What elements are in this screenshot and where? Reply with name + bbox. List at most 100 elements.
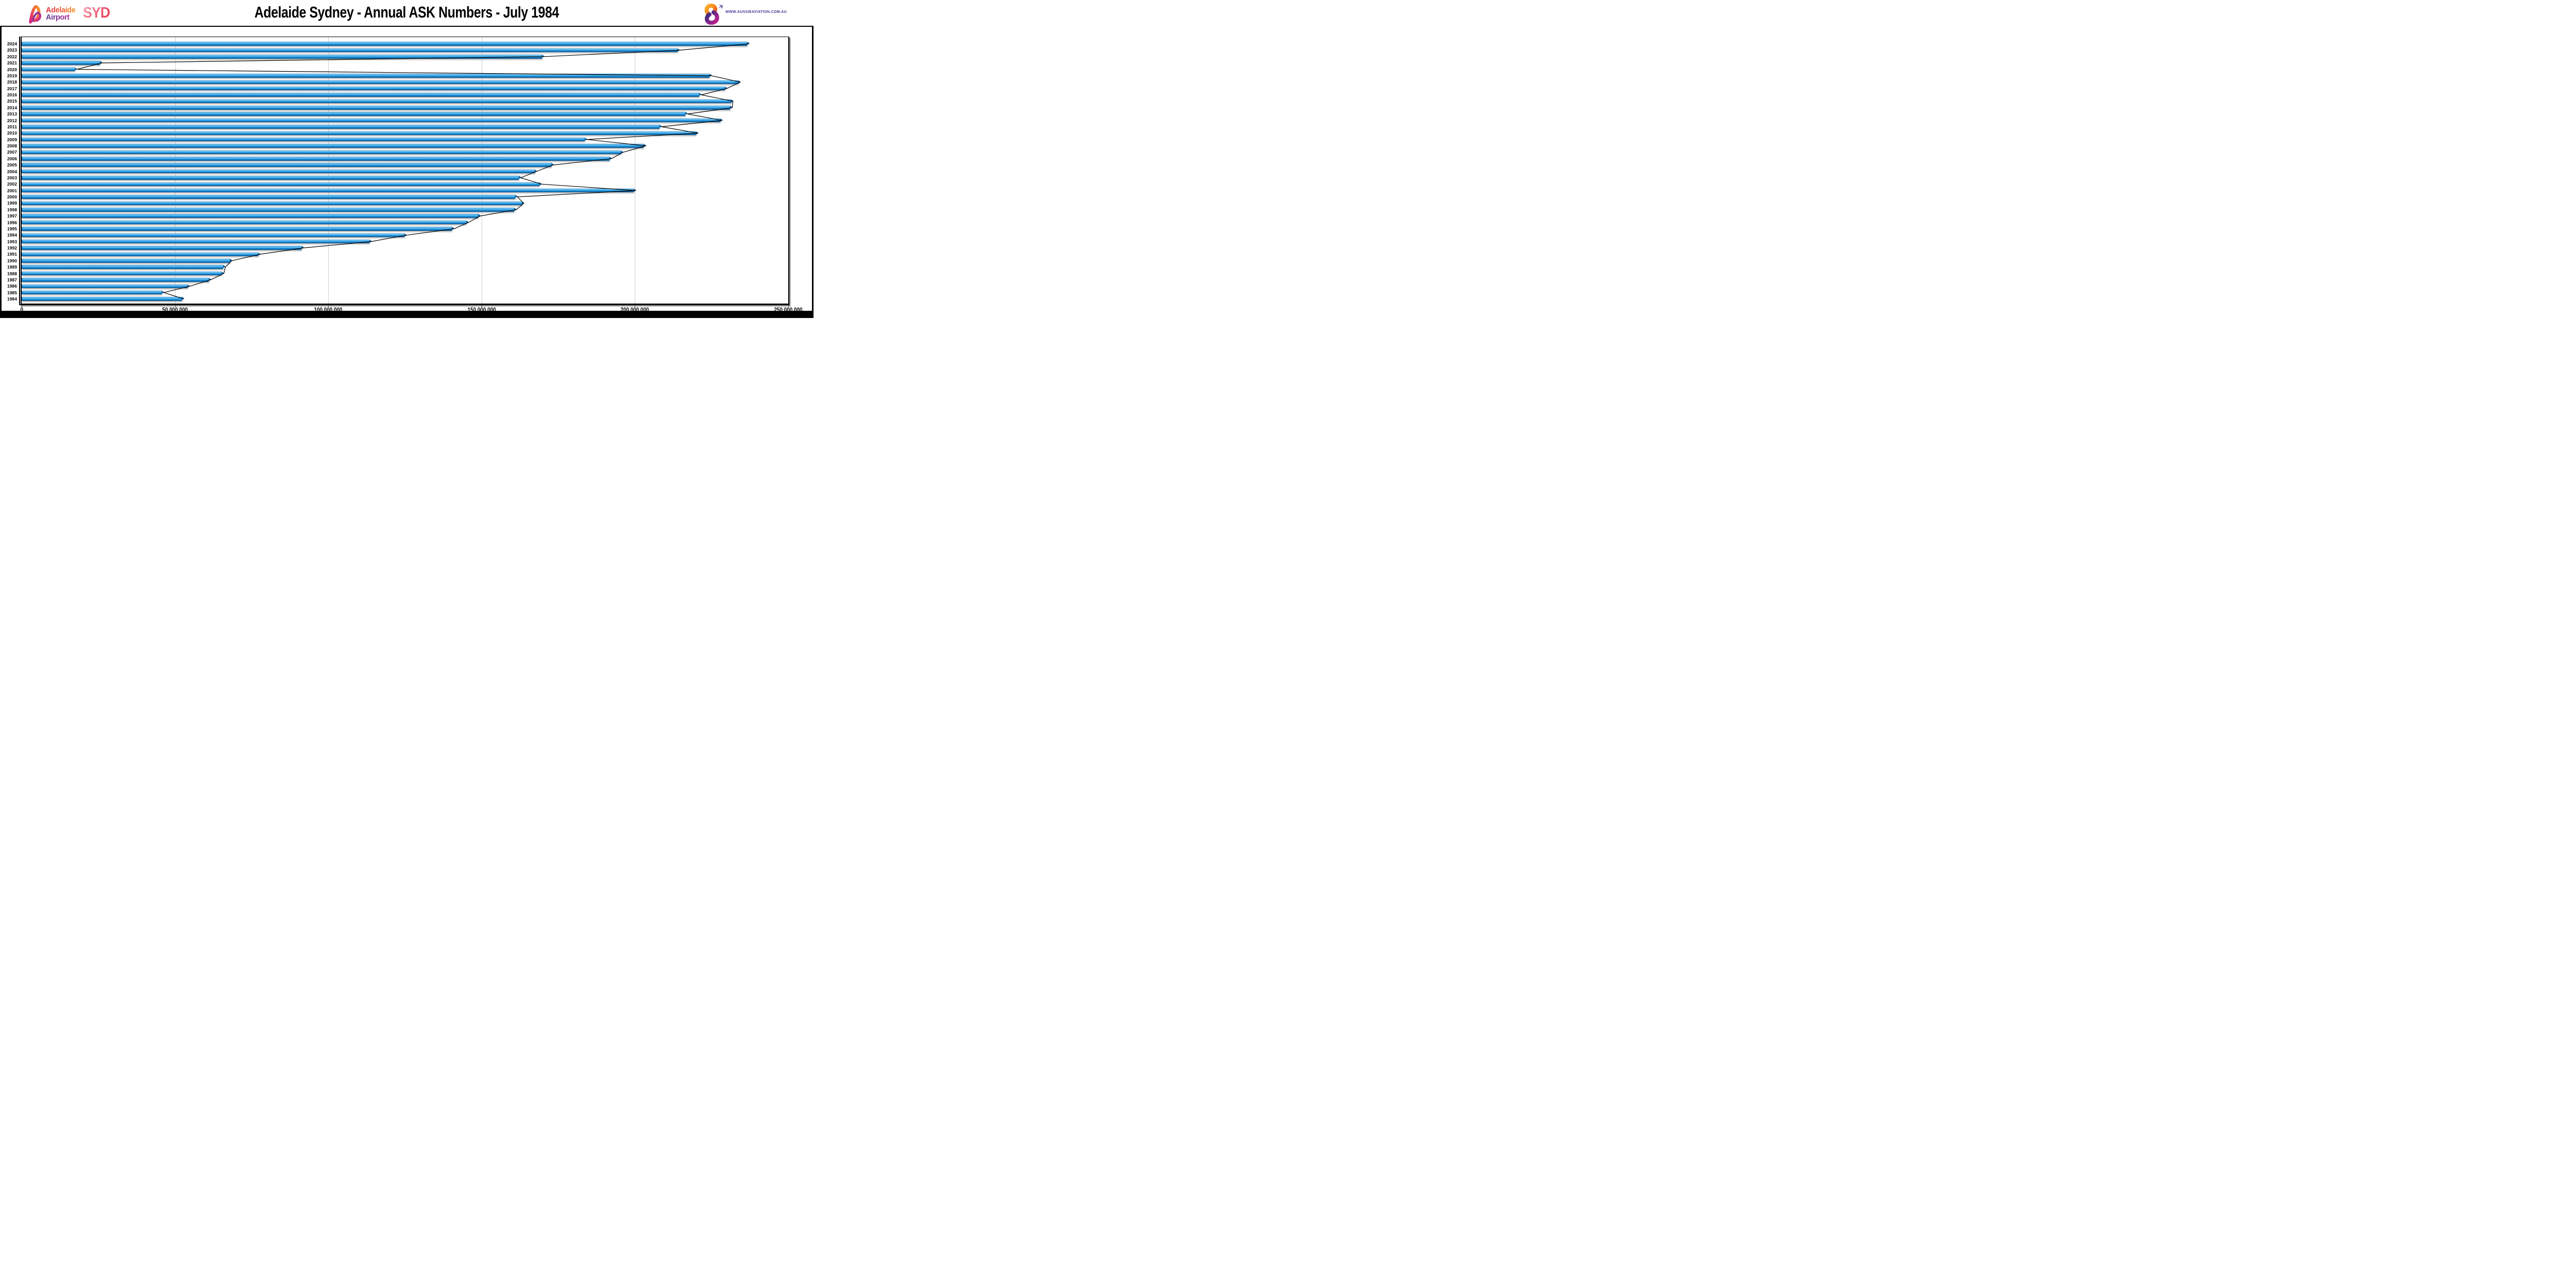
y-axis-label-2016: 2016 — [7, 92, 17, 97]
x-axis-label-50000000: 50,000,000 — [162, 307, 188, 313]
bar-1989 — [22, 265, 226, 269]
y-axis-label-1995: 1995 — [7, 226, 17, 231]
page-title-wrap: Adelaide Sydney - Annual ASK Numbers - J… — [0, 3, 814, 22]
bar-2011 — [22, 125, 662, 129]
bar-2023 — [22, 48, 680, 53]
y-axis-label-2012: 2012 — [7, 118, 17, 123]
bar-1992 — [22, 246, 304, 250]
chart-image: Adelaide Airport SYD Adelaide Sydney - A… — [0, 0, 814, 318]
y-axis-label-2004: 2004 — [7, 169, 17, 174]
x-axis-label-150000000: 150,000,000 — [467, 307, 496, 313]
y-axis-label-1993: 1993 — [7, 239, 17, 244]
bar-2013 — [22, 112, 688, 116]
y-axis-label-2013: 2013 — [7, 111, 17, 117]
bar-2014 — [22, 106, 733, 110]
bar-2009 — [22, 137, 587, 142]
plot-area — [19, 37, 789, 305]
x-axis-tick — [788, 305, 789, 307]
bar-1995 — [22, 227, 455, 231]
y-axis-label-2017: 2017 — [7, 86, 17, 91]
bar-1998 — [22, 208, 517, 212]
bar-1993 — [22, 239, 372, 244]
y-axis-label-2000: 2000 — [7, 194, 17, 199]
y-axis-label-1991: 1991 — [7, 252, 17, 257]
plot-inner — [22, 37, 788, 304]
y-axis-label-2019: 2019 — [7, 73, 17, 78]
y-axis-label-1990: 1990 — [7, 258, 17, 263]
y-axis-label-1988: 1988 — [7, 271, 17, 276]
adelaide-word: Adelaide — [46, 6, 76, 14]
x-axis-label-0: 0 — [20, 307, 23, 313]
bar-2008 — [22, 144, 647, 148]
bar-1984 — [22, 297, 184, 301]
x-axis-tick — [175, 305, 176, 307]
y-axis-label-2005: 2005 — [7, 162, 17, 168]
y-axis-label-2006: 2006 — [7, 156, 17, 161]
y-axis-label-2008: 2008 — [7, 143, 17, 148]
y-axis-label-2024: 2024 — [7, 41, 17, 46]
y-axis-label-2020: 2020 — [7, 66, 17, 72]
header: Adelaide Airport SYD Adelaide Sydney - A… — [0, 0, 814, 26]
airport-word: Airport — [46, 14, 75, 22]
y-axis-label-1987: 1987 — [7, 277, 17, 282]
y-axis-label-1986: 1986 — [7, 283, 17, 289]
y-axis-label-2022: 2022 — [7, 54, 17, 59]
aussie-aviation-logo: ✈ WWW.AUSSIEAVIATION.COM.AU — [702, 2, 787, 25]
bar-2015 — [22, 99, 733, 104]
y-axis-label-2007: 2007 — [7, 149, 17, 155]
y-axis-label-2010: 2010 — [7, 130, 17, 136]
x-axis-label-200000000: 200,000,000 — [620, 307, 649, 313]
y-axis-label-2002: 2002 — [7, 181, 17, 187]
bar-1985 — [22, 290, 164, 295]
bar-2003 — [22, 176, 521, 180]
bar-1987 — [22, 278, 211, 282]
y-axis-label-2018: 2018 — [7, 79, 17, 85]
bar-2001 — [22, 188, 636, 193]
bar-2007 — [22, 150, 624, 155]
x-axis-label-250000000: 250,000,000 — [774, 307, 803, 313]
y-axis-label-1985: 1985 — [7, 290, 17, 295]
bar-2005 — [22, 163, 554, 167]
bar-2004 — [22, 169, 537, 174]
y-axis-label-1989: 1989 — [7, 264, 17, 270]
bar-2002 — [22, 182, 543, 186]
x-axis-tick — [328, 305, 329, 307]
bar-1986 — [22, 284, 191, 288]
y-axis-label-1984: 1984 — [7, 296, 17, 302]
bar-1991 — [22, 252, 261, 257]
y-axis-label-1996: 1996 — [7, 220, 17, 225]
bar-2021 — [22, 61, 103, 65]
page-title: Adelaide Sydney - Annual ASK Numbers - J… — [255, 3, 559, 21]
bar-2000 — [22, 195, 518, 199]
bar-1997 — [22, 214, 481, 218]
bar-1996 — [22, 220, 469, 225]
bar-2006 — [22, 157, 612, 161]
bar-1988 — [22, 271, 225, 276]
bar-1999 — [22, 201, 524, 206]
bar-2024 — [22, 42, 750, 46]
bar-2019 — [22, 74, 712, 78]
adelaide-airport-logo-text: Adelaide Airport — [46, 6, 76, 22]
y-axis-label-1998: 1998 — [7, 207, 17, 212]
bar-2016 — [22, 93, 702, 97]
x-axis-label-100000000: 100,000,000 — [314, 307, 343, 313]
bar-2018 — [22, 80, 741, 84]
y-axis-label-1994: 1994 — [7, 232, 17, 238]
adelaide-airport-logo-icon — [29, 5, 42, 24]
bar-2017 — [22, 86, 728, 91]
adelaide-airport-logo: Adelaide Airport — [28, 3, 76, 25]
y-axis-label-2023: 2023 — [7, 47, 17, 53]
y-axis-label-2021: 2021 — [7, 60, 17, 66]
bar-2022 — [22, 55, 545, 59]
y-axis-label-2014: 2014 — [7, 105, 17, 110]
y-axis-label-1999: 1999 — [7, 200, 17, 206]
y-axis-label-2011: 2011 — [7, 124, 17, 129]
y-axis-label-2003: 2003 — [7, 175, 17, 180]
aussie-aviation-url-text: WWW.AUSSIEAVIATION.COM.AU — [725, 10, 787, 14]
bar-2010 — [22, 131, 699, 135]
y-axis-label-2001: 2001 — [7, 188, 17, 193]
y-axis-label-1992: 1992 — [7, 245, 17, 250]
y-axis-label-2009: 2009 — [7, 137, 17, 142]
bar-2020 — [22, 67, 78, 72]
y-axis-label-1997: 1997 — [7, 213, 17, 219]
